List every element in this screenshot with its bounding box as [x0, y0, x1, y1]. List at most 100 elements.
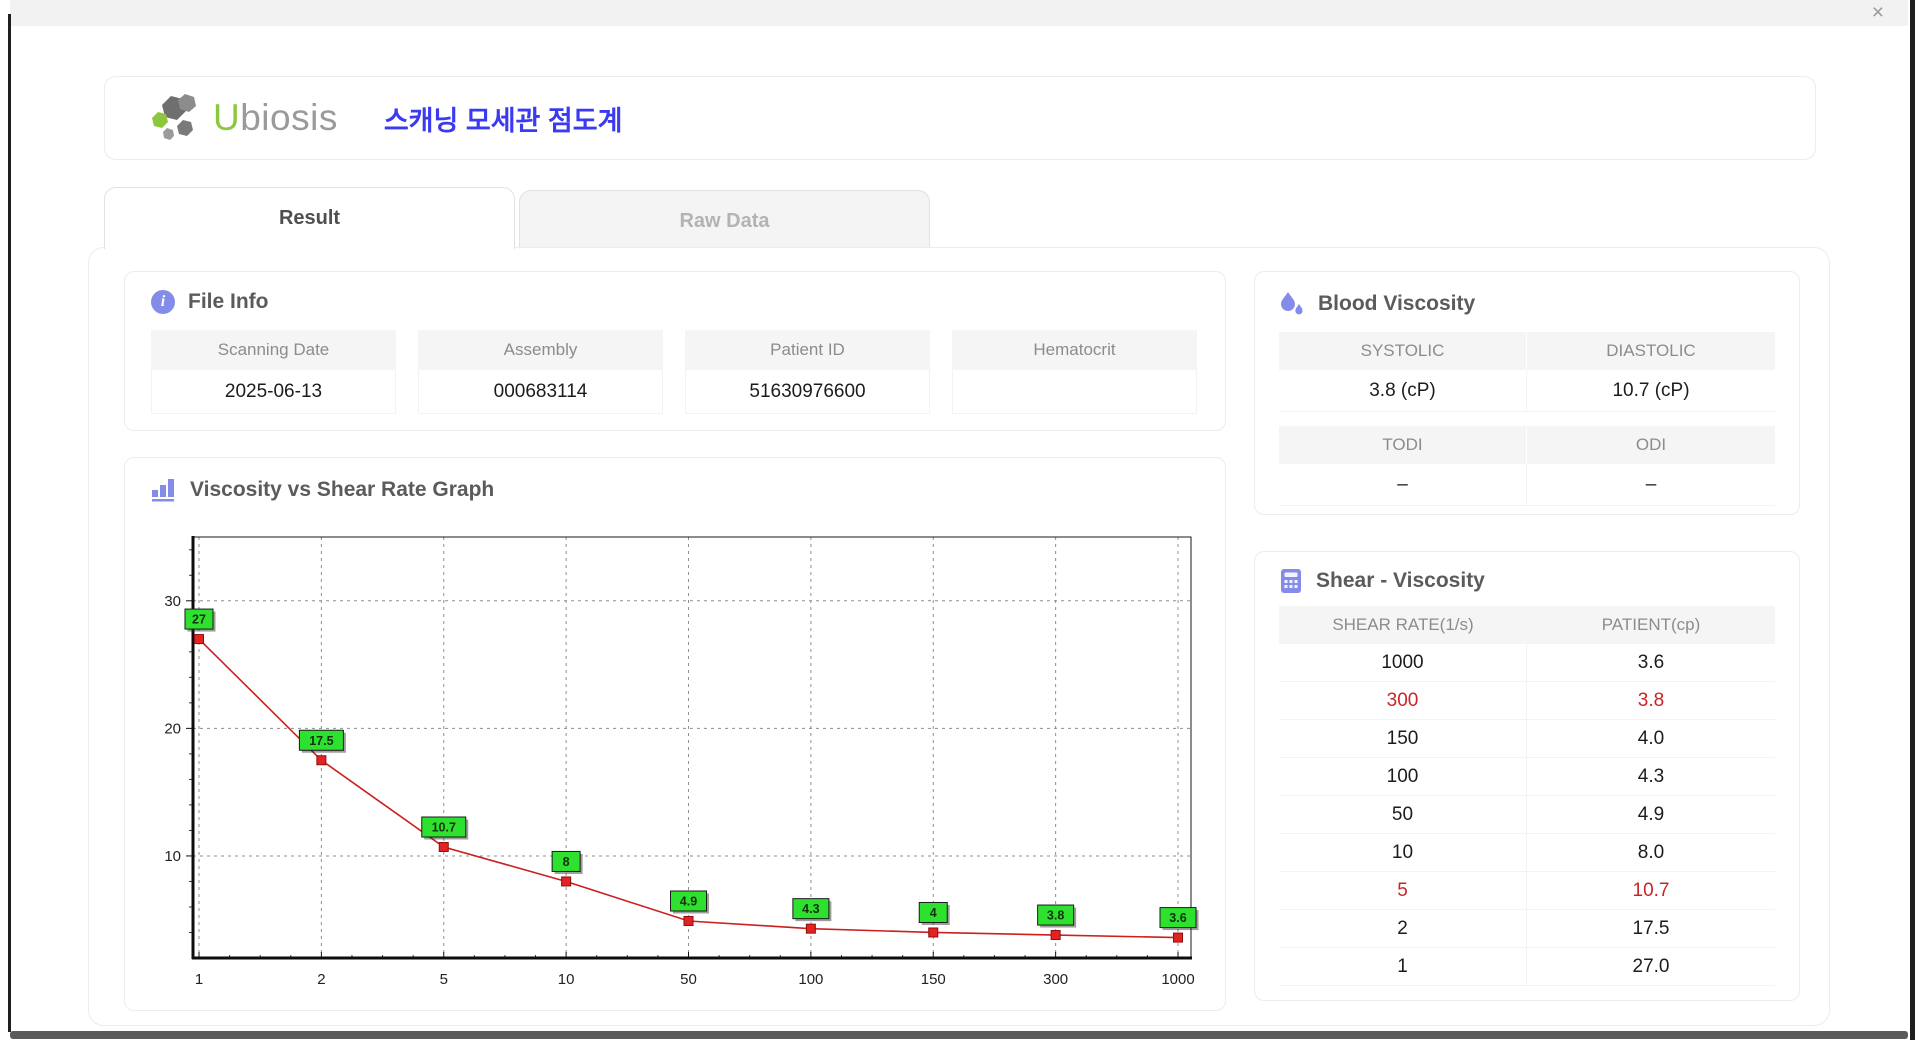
- field-label: Hematocrit: [952, 330, 1197, 370]
- odi-value: –: [1527, 464, 1775, 506]
- graph-card: Viscosity vs Shear Rate Graph 1 2 5 10 50 100…: [124, 457, 1226, 1011]
- field-label: Patient ID: [685, 330, 930, 370]
- systolic-value: 3.8 (cP): [1279, 370, 1527, 412]
- water-drops-icon: [1281, 292, 1303, 315]
- patient-column-header: PATIENT(cp): [1601, 615, 1701, 634]
- info-icon: i: [151, 290, 175, 314]
- patient-value-cell: 8.0: [1637, 841, 1665, 863]
- odi-label: ODI: [1527, 426, 1775, 464]
- file-info-title-row: i File Info: [151, 290, 1225, 314]
- window-titlebar: [10, 0, 1908, 26]
- blood-viscosity-title-row: Blood Viscosity: [1279, 290, 1775, 318]
- table-row: 10 8.0: [1279, 834, 1775, 872]
- graph-title: Viscosity vs Shear Rate Graph: [190, 478, 495, 501]
- window-edge-bottom: [10, 1031, 1908, 1039]
- field-value: 2025-06-13: [151, 370, 396, 414]
- file-info-title: File Info: [188, 290, 269, 313]
- todi-value: –: [1279, 464, 1527, 506]
- svg-text:4.9: 4.9: [680, 895, 697, 909]
- tab-result[interactable]: Result: [104, 187, 515, 249]
- calculator-icon: [1281, 569, 1301, 593]
- file-info-field: Hematocrit: [952, 330, 1197, 414]
- app-title: 스캐닝 모세관 점도계: [383, 105, 623, 136]
- shear-rate-cell: 5: [1279, 872, 1527, 909]
- table-row: 50 4.9: [1279, 796, 1775, 834]
- svg-text:300: 300: [1043, 971, 1068, 988]
- file-info-field: Patient ID 51630976600: [685, 330, 930, 414]
- todi-label: TODI: [1279, 426, 1527, 464]
- svg-text:150: 150: [921, 971, 946, 988]
- file-info-fields: Scanning Date 2025-06-13 Assembly 000683114…: [151, 330, 1225, 414]
- close-icon[interactable]: ×: [1871, 1, 1884, 24]
- field-value: 51630976600: [685, 370, 930, 414]
- table-row: 1 27.0: [1279, 948, 1775, 986]
- shear-rate-column-header: SHEAR RATE(1/s): [1332, 615, 1474, 634]
- patient-value-cell: 17.5: [1632, 917, 1670, 939]
- patient-value-cell: 3.8: [1637, 689, 1665, 711]
- shear-rate-cell: 2: [1279, 910, 1527, 947]
- field-label: Assembly: [418, 330, 663, 370]
- systolic-label: SYSTOLIC: [1279, 332, 1527, 370]
- shear-rate-cell: 150: [1279, 720, 1527, 757]
- svg-text:27: 27: [192, 613, 206, 627]
- window-edge-left: [8, 14, 11, 1032]
- shear-table-header: SHEAR RATE(1/s) PATIENT(cp): [1279, 606, 1775, 644]
- table-row: 150 4.0: [1279, 720, 1775, 758]
- field-label: Scanning Date: [151, 330, 396, 370]
- svg-text:20: 20: [164, 720, 181, 737]
- svg-text:1: 1: [195, 971, 203, 988]
- field-value: [952, 370, 1197, 414]
- shear-rate-cell: 10: [1279, 834, 1527, 871]
- shear-viscosity-title-row: Shear - Viscosity: [1279, 568, 1775, 594]
- svg-text:3.8: 3.8: [1047, 909, 1064, 923]
- svg-text:100: 100: [798, 971, 823, 988]
- table-row: 100 4.3: [1279, 758, 1775, 796]
- svg-text:5: 5: [440, 971, 448, 988]
- patient-value-cell: 4.3: [1637, 765, 1665, 787]
- file-info-card: i File Info Scanning Date 2025-06-13 Assem…: [124, 271, 1226, 431]
- bar-chart-icon: [152, 479, 174, 502]
- patient-value-cell: 10.7: [1632, 879, 1670, 901]
- svg-text:50: 50: [680, 971, 697, 988]
- shear-rate-cell: 100: [1279, 758, 1527, 795]
- blood-viscosity-card: Blood Viscosity SYSTOLIC DIASTOLIC 3.8 (…: [1254, 271, 1800, 515]
- shear-table-body: 1000 3.6 300 3.8 150 4.0 100 4.3 50 4.9 10 8.0 5 10.7…: [1279, 644, 1775, 986]
- shear-rate-cell: 300: [1279, 682, 1527, 719]
- shear-rate-cell: 1: [1279, 948, 1527, 985]
- svg-text:10.7: 10.7: [432, 821, 456, 835]
- tab-raw-data[interactable]: Raw Data: [519, 190, 930, 248]
- patient-value-cell: 3.6: [1637, 651, 1665, 673]
- graph-title-row: Viscosity vs Shear Rate Graph: [151, 478, 1225, 502]
- shear-rate-cell: 1000: [1279, 644, 1527, 681]
- window-edge-right: [1910, 0, 1915, 1040]
- svg-text:30: 30: [164, 593, 181, 610]
- svg-text:8: 8: [563, 855, 570, 869]
- shear-table: SHEAR RATE(1/s) PATIENT(cp) 1000 3.6 300 3.…: [1279, 606, 1775, 986]
- diastolic-label: DIASTOLIC: [1527, 332, 1775, 370]
- svg-text:2: 2: [317, 971, 325, 988]
- viscosity-chart: 1 2 5 10 50 100 150 300 1000 10 20 30 27 17.5 10.7 8 4.9…: [164, 536, 1199, 988]
- ubiosis-logo-icon: [152, 94, 196, 140]
- table-row: 300 3.8: [1279, 682, 1775, 720]
- svg-text:4: 4: [930, 906, 937, 920]
- shear-viscosity-card: Shear - Viscosity SHEAR RATE(1/s) PATIEN…: [1254, 551, 1800, 1001]
- header-card: Ubiosis 스캐닝 모세관 점도계: [104, 76, 1816, 160]
- table-row: 2 17.5: [1279, 910, 1775, 948]
- svg-text:3.6: 3.6: [1169, 911, 1186, 925]
- bv-value-row-2: – –: [1279, 464, 1775, 506]
- patient-value-cell: 4.0: [1637, 727, 1665, 749]
- blood-viscosity-title: Blood Viscosity: [1318, 292, 1476, 315]
- file-info-field: Assembly 000683114: [418, 330, 663, 414]
- svg-text:1000: 1000: [1161, 971, 1194, 988]
- diastolic-value: 10.7 (cP): [1527, 370, 1775, 412]
- table-row: 1000 3.6: [1279, 644, 1775, 682]
- bv-header-row-1: SYSTOLIC DIASTOLIC: [1279, 318, 1775, 370]
- brand-rest: biosis: [240, 97, 338, 138]
- svg-text:4.3: 4.3: [802, 902, 819, 916]
- svg-text:10: 10: [558, 971, 575, 988]
- field-value: 000683114: [418, 370, 663, 414]
- table-row: 5 10.7: [1279, 872, 1775, 910]
- brand-text: Ubiosis: [213, 97, 338, 139]
- bv-header-row-2: TODI ODI: [1279, 412, 1775, 464]
- svg-text:17.5: 17.5: [309, 734, 333, 748]
